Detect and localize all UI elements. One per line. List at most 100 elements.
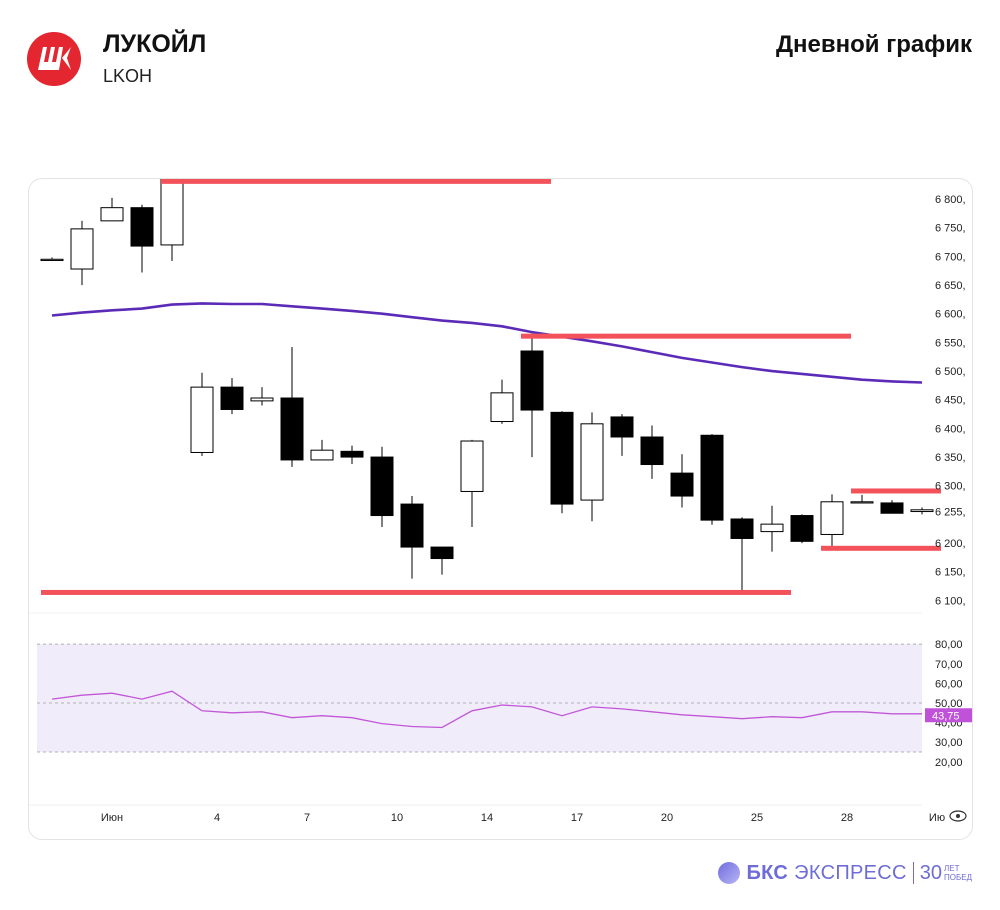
axes-layer: 6 800, 6 750, 6 700, 6 650, 6 600, 6 550, 6 50… bbox=[101, 194, 972, 824]
time-tick-label: Ию bbox=[929, 812, 945, 824]
grid-layer bbox=[29, 612, 922, 806]
price-tick-label: 6 550, bbox=[935, 337, 966, 349]
candle-body-bear bbox=[550, 411, 574, 505]
candle-body-bull bbox=[910, 509, 934, 513]
time-tick-label: 28 bbox=[841, 812, 853, 824]
rsi-tick-label: 20,00 bbox=[935, 757, 963, 769]
price-tick-label: 6 700, bbox=[935, 251, 966, 263]
rsi-panel bbox=[37, 643, 922, 753]
candle bbox=[220, 377, 244, 415]
candle bbox=[70, 220, 94, 286]
candle bbox=[100, 197, 124, 222]
rsi-tick-label: 50,00 bbox=[935, 698, 963, 710]
brand-name: БКС bbox=[746, 861, 789, 884]
time-tick-label: 4 bbox=[214, 812, 220, 824]
level-line bbox=[161, 179, 551, 184]
candle bbox=[550, 411, 574, 514]
price-tick-label: 6 255, bbox=[935, 507, 966, 519]
candle-body-bear bbox=[280, 397, 304, 461]
candle bbox=[700, 434, 724, 525]
price-chart: 6 800, 6 750, 6 700, 6 650, 6 600, 6 550, 6 50… bbox=[29, 179, 972, 824]
candle bbox=[580, 412, 604, 522]
candle-body-bear bbox=[730, 518, 754, 539]
candle bbox=[820, 494, 844, 549]
price-tick-label: 6 600, bbox=[935, 309, 966, 321]
time-tick-label: Июн bbox=[101, 812, 123, 824]
moving-average-layer bbox=[51, 302, 923, 384]
candle-body-bull bbox=[760, 523, 784, 533]
company-name: ЛУКОЙЛ bbox=[103, 30, 207, 58]
time-tick-label: 10 bbox=[391, 812, 403, 824]
level-line bbox=[851, 488, 941, 494]
price-tick-label: 6 150, bbox=[935, 567, 966, 579]
candle bbox=[190, 372, 214, 456]
price-tick-label: 6 100, bbox=[935, 595, 966, 607]
price-tick-label: 6 650, bbox=[935, 280, 966, 292]
candle bbox=[490, 379, 514, 424]
candle bbox=[640, 425, 664, 479]
candle-body-bull bbox=[460, 440, 484, 492]
candle-body-bull bbox=[310, 449, 334, 461]
brand-separator bbox=[912, 862, 914, 884]
candle bbox=[340, 445, 364, 464]
price-tick-label: 6 800, bbox=[935, 194, 966, 206]
lukoil-logo-icon bbox=[38, 47, 71, 70]
time-tick-label: 7 bbox=[304, 812, 310, 824]
time-tick-label: 20 bbox=[661, 812, 673, 824]
price-tick-label: 6 750, bbox=[935, 223, 966, 235]
years-caption-line1: ЛЕТ bbox=[944, 864, 960, 873]
rsi-band bbox=[37, 644, 922, 753]
rsi-value-label: 43,75 bbox=[932, 710, 960, 722]
candle-body-bear bbox=[670, 472, 694, 497]
candle-body-bear bbox=[220, 386, 244, 410]
candle bbox=[370, 446, 394, 528]
candle bbox=[130, 204, 154, 273]
ticker-code: LKOH bbox=[103, 66, 153, 86]
candle bbox=[880, 500, 904, 514]
moving-average-line bbox=[51, 302, 923, 384]
candle-body-bear bbox=[400, 503, 424, 548]
rsi-tick-label: 30,00 bbox=[935, 737, 963, 749]
candle bbox=[160, 179, 184, 261]
level-line bbox=[821, 545, 941, 551]
chart-card: 6 800, 6 750, 6 700, 6 650, 6 600, 6 550, 6 50… bbox=[28, 178, 973, 840]
rsi-tick-label: 60,00 bbox=[935, 678, 963, 690]
candle-body-bull bbox=[490, 392, 514, 423]
candle-body-bear bbox=[610, 416, 634, 438]
candle bbox=[310, 439, 334, 461]
candle-body-bull bbox=[100, 207, 124, 222]
candle-body-bear bbox=[520, 350, 544, 411]
candle-body-bear bbox=[370, 456, 394, 517]
candle bbox=[760, 505, 784, 552]
price-tick-label: 6 450, bbox=[935, 395, 966, 407]
candle-body-bull bbox=[850, 501, 874, 504]
time-tick-label: 17 bbox=[571, 812, 583, 824]
price-tick-label: 6 500, bbox=[935, 366, 966, 378]
candle bbox=[850, 494, 874, 504]
brand-suffix: ЭКСПРЕСС bbox=[794, 861, 907, 884]
candle bbox=[670, 454, 694, 508]
price-tick-label: 6 350, bbox=[935, 452, 966, 464]
candle-body-bear bbox=[130, 207, 154, 247]
candle bbox=[790, 514, 814, 544]
candle-body-bear bbox=[340, 450, 364, 458]
candle-body-bull bbox=[580, 423, 604, 501]
candle bbox=[460, 439, 484, 528]
header: ЛУКОЙЛ LKOH Дневной график bbox=[0, 0, 1000, 110]
candle bbox=[610, 414, 634, 456]
footer-brand: БКС ЭКСПРЕСС 30 ЛЕТ ПОБЕД bbox=[717, 858, 972, 888]
rsi-tick-label: 70,00 bbox=[935, 659, 963, 671]
candle-body-bull bbox=[40, 258, 64, 261]
years-caption-line2: ПОБЕД bbox=[944, 873, 972, 882]
settings-eye-icon[interactable] bbox=[949, 810, 967, 822]
bcs-logo-icon bbox=[717, 862, 740, 884]
candle-body-bear bbox=[640, 436, 664, 466]
candle-body-bull bbox=[820, 501, 844, 535]
time-tick-label: 14 bbox=[481, 812, 493, 824]
levels-layer bbox=[41, 179, 941, 595]
candle bbox=[430, 546, 454, 575]
candle bbox=[280, 346, 304, 467]
rsi-value-badge bbox=[925, 708, 972, 723]
candle bbox=[520, 333, 544, 458]
candle-body-bear bbox=[430, 546, 454, 560]
